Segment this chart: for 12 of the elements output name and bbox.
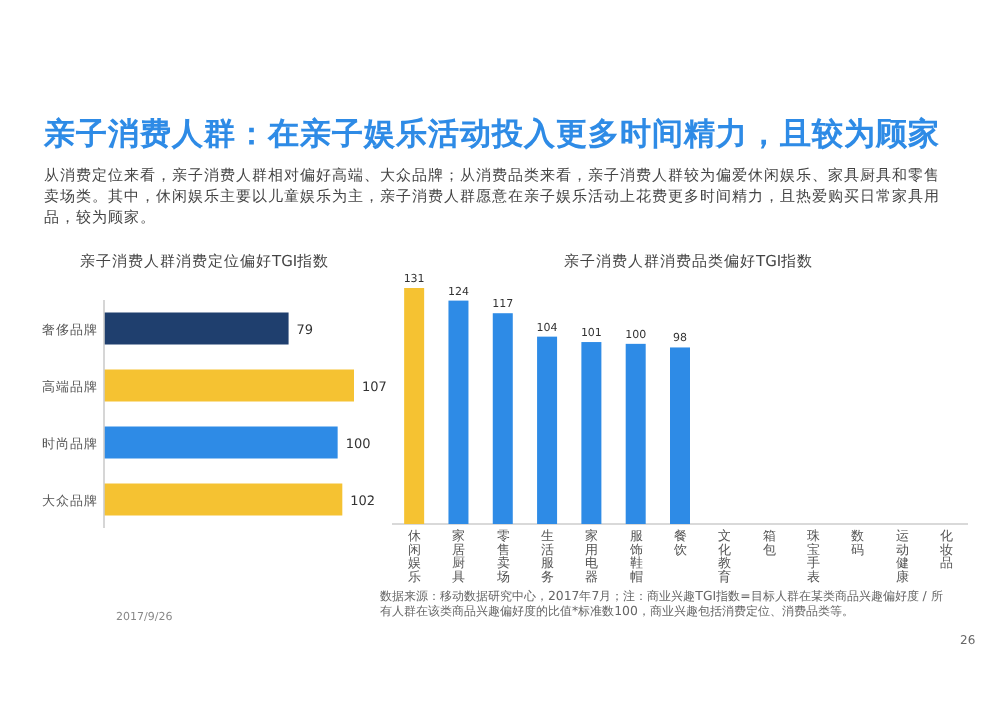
bar bbox=[104, 483, 343, 516]
bar bbox=[625, 343, 646, 524]
bar bbox=[104, 312, 289, 345]
bar bbox=[404, 288, 425, 524]
text: 亲子消费人群：在亲子娱乐活动投入更多时间精力，且较为顾家 bbox=[42, 114, 940, 152]
bar bbox=[670, 347, 690, 524]
bar bbox=[537, 336, 558, 524]
bar bbox=[104, 426, 338, 459]
bar bbox=[448, 300, 469, 524]
bar bbox=[492, 313, 513, 524]
bar bbox=[581, 342, 602, 524]
bar bbox=[104, 369, 354, 402]
